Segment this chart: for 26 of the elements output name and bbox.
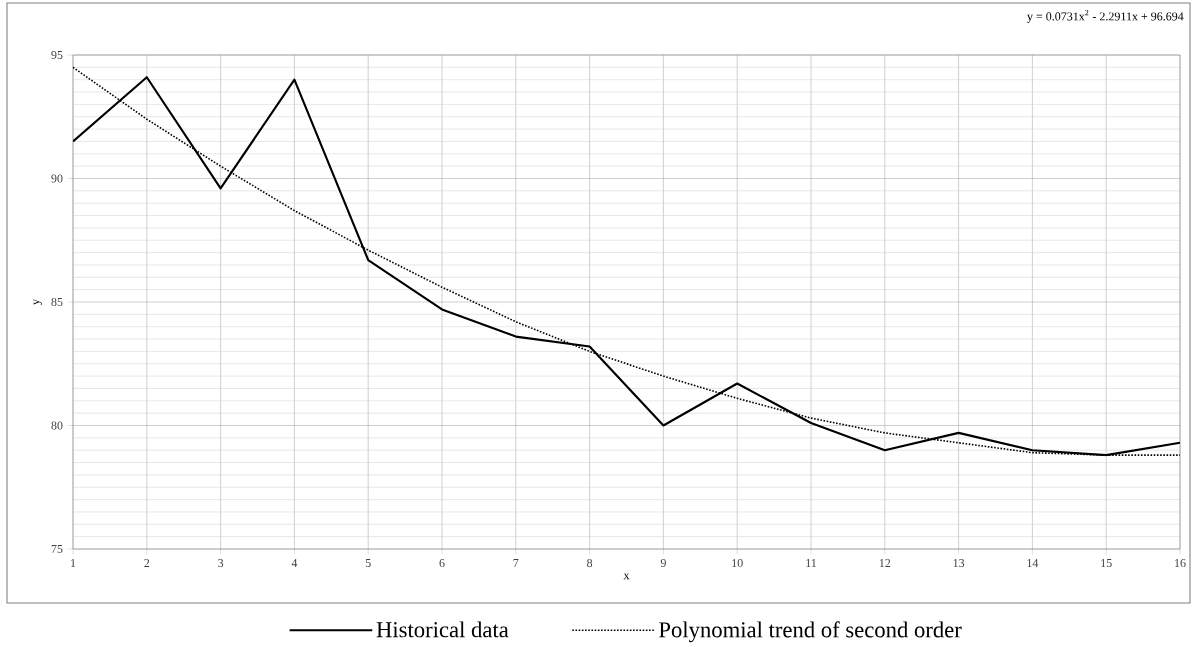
x-tick-label: 10 [732,559,743,568]
y-tick-label: 90 [51,174,63,183]
x-tick-label: 5 [365,559,371,568]
y-tick-label: 80 [51,421,63,430]
y-tick-label: 75 [51,545,63,553]
y-tick-label: 95 [51,50,63,60]
x-axis-title: x [623,573,630,580]
legend-label: Historical data [376,621,509,638]
x-tick-label: 2 [144,559,150,567]
x-tick-label: 12 [879,559,891,567]
y-tick-label: 85 [51,297,63,307]
x-tick-label: 4 [291,559,298,567]
x-tick-label: 8 [587,559,593,568]
x-tick-label: 16 [1175,559,1186,568]
x-tick-label: 6 [439,559,445,568]
x-tick-label: 3 [218,559,224,568]
x-tick-label: 15 [1101,559,1112,568]
x-tick-label: 9 [660,559,666,568]
x-tick-label: 13 [953,559,965,568]
x-tick-label: 7 [513,559,519,567]
text: y = 0.0731x$^{2}$ - 2.2911x + 96.694 [1027,9,1184,23]
legend-label: Polynomial trend of second order [659,621,962,643]
x-tick-label: 1 [71,559,76,567]
x-tick-label: 14 [1027,559,1039,567]
x-tick-label: 11 [806,559,817,567]
y-axis-title: y [33,299,42,305]
